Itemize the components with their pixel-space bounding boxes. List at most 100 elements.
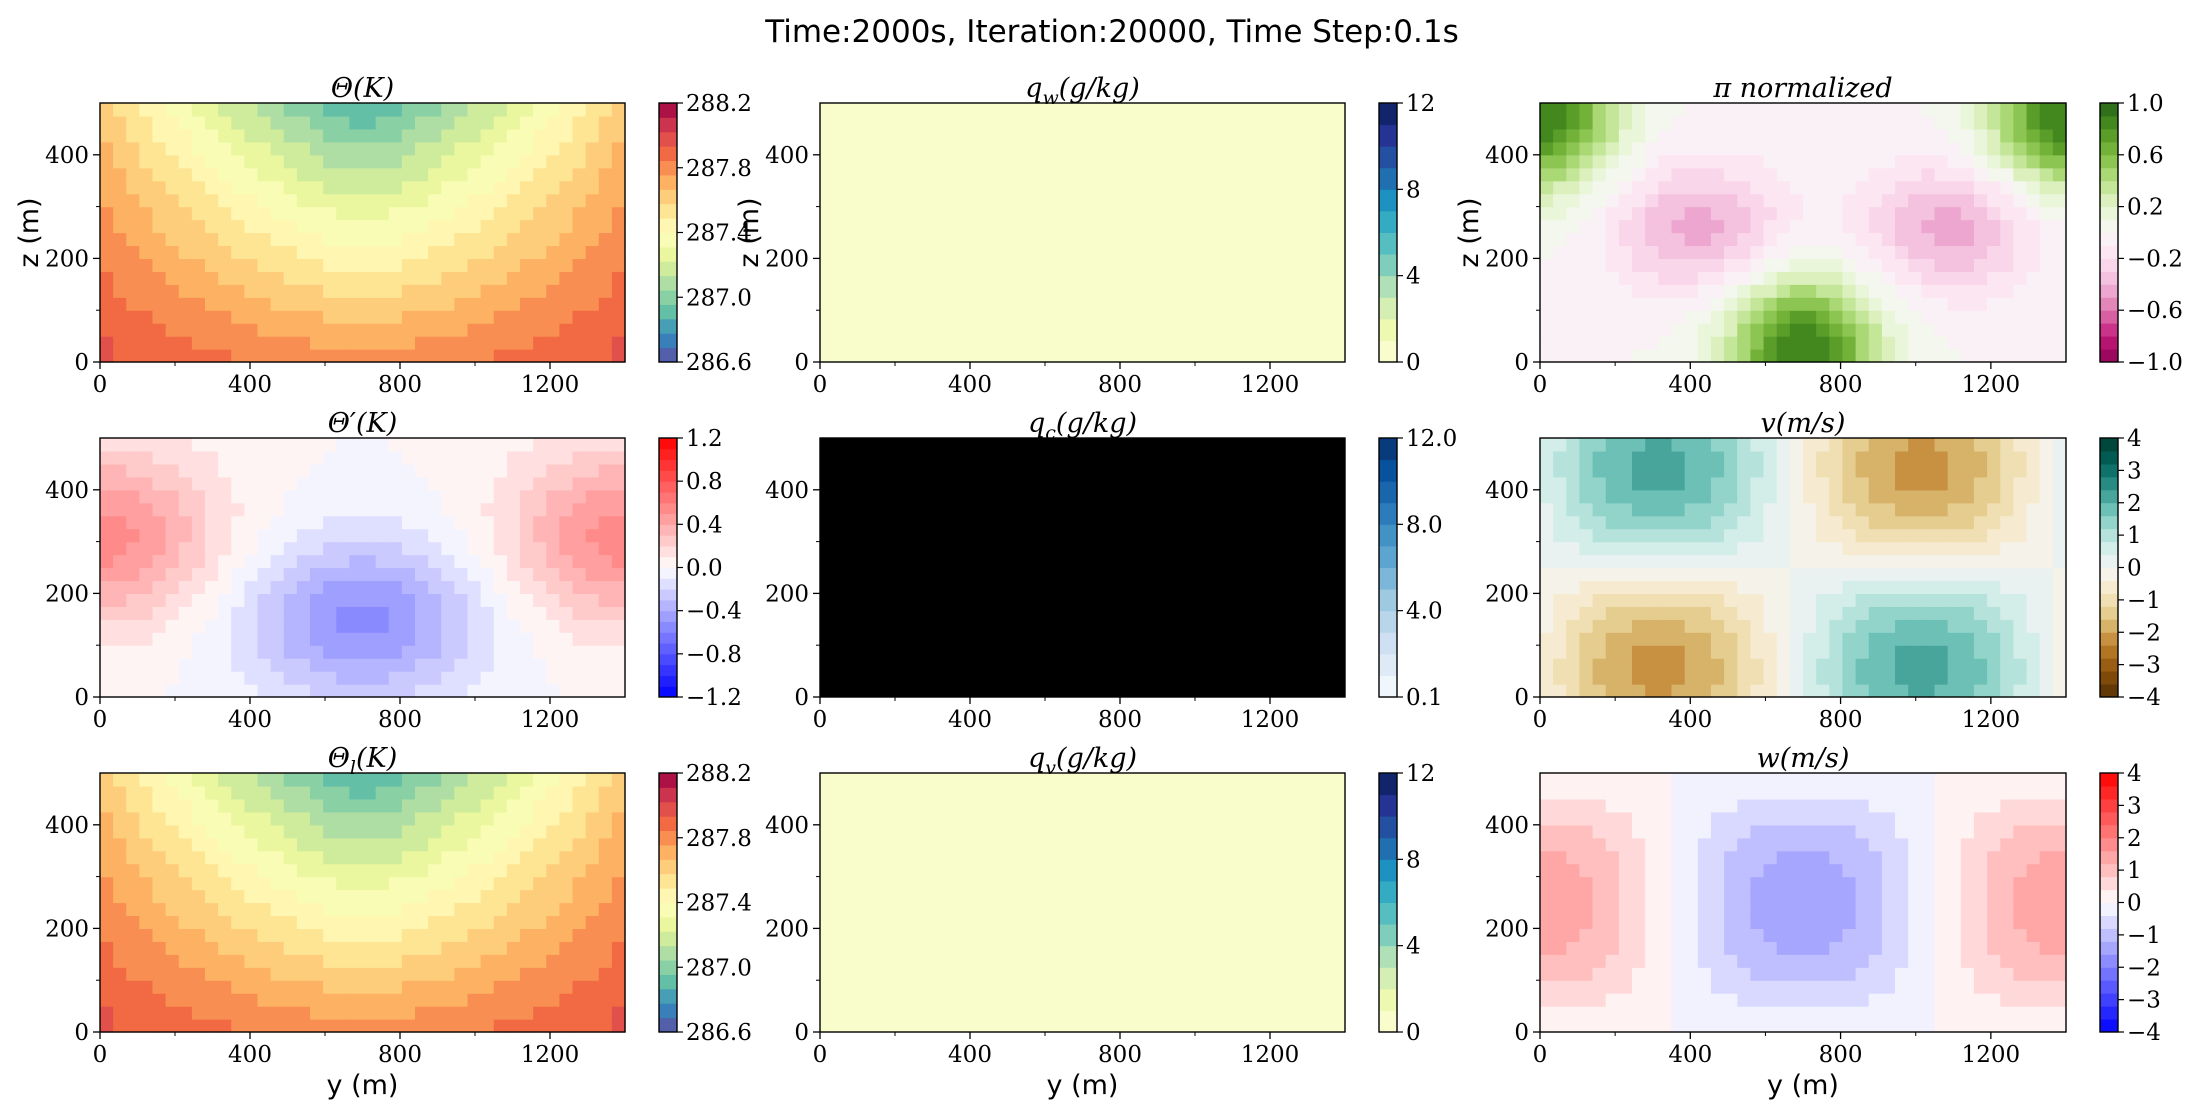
heatmap-cell bbox=[1973, 567, 1988, 582]
heatmap-cell bbox=[218, 837, 232, 852]
heatmap-cell bbox=[2013, 349, 2028, 363]
heatmap-cell bbox=[283, 450, 298, 465]
heatmap-cell bbox=[2052, 671, 2067, 685]
heatmap-cell bbox=[178, 115, 193, 130]
heatmap-cell bbox=[520, 284, 534, 298]
heatmap-cell bbox=[375, 863, 390, 878]
heatmap-cell bbox=[990, 284, 1005, 298]
heatmap-cell bbox=[506, 528, 521, 543]
heatmap-cell bbox=[270, 889, 285, 904]
heatmap-cell bbox=[244, 206, 259, 221]
heatmap-cell bbox=[520, 593, 534, 607]
heatmap-cell bbox=[1960, 632, 1975, 646]
heatmap-cell bbox=[493, 323, 508, 337]
heatmap-cell bbox=[1724, 141, 1738, 156]
heatmap-cell bbox=[375, 245, 390, 259]
heatmap-cell bbox=[441, 528, 455, 543]
heatmap-cell bbox=[231, 193, 245, 208]
heatmap-cell bbox=[1148, 180, 1162, 195]
heatmap-cell bbox=[349, 1006, 364, 1020]
heatmap-cell bbox=[1763, 336, 1778, 350]
heatmap-cell bbox=[1763, 232, 1778, 247]
heatmap-cell bbox=[152, 954, 167, 968]
heatmap-cell bbox=[1829, 167, 1844, 182]
heatmap-cell bbox=[493, 567, 508, 582]
colorbar-band bbox=[659, 448, 677, 461]
heatmap-cell bbox=[2000, 167, 2014, 182]
heatmap-cell bbox=[139, 915, 154, 929]
heatmap-cell bbox=[480, 954, 495, 968]
heatmap-cell bbox=[441, 773, 455, 787]
heatmap-cell bbox=[1161, 258, 1175, 272]
heatmap-cell bbox=[257, 284, 272, 298]
heatmap-cell bbox=[2026, 180, 2041, 195]
heatmap-cell bbox=[362, 128, 377, 143]
heatmap-cell bbox=[178, 580, 193, 594]
colorbar-band bbox=[2100, 684, 2118, 698]
heatmap-cell bbox=[1253, 258, 1267, 272]
colorbar-band bbox=[659, 174, 677, 190]
heatmap-cell bbox=[310, 141, 324, 156]
heatmap-cell bbox=[493, 336, 508, 350]
heatmap-cell bbox=[375, 438, 390, 452]
heatmap-cell bbox=[493, 811, 508, 826]
heatmap-cell bbox=[139, 154, 154, 169]
heatmap-cell bbox=[572, 476, 587, 491]
heatmap-cell bbox=[205, 1019, 219, 1033]
heatmap-cell bbox=[1868, 323, 1883, 337]
heatmap-cell bbox=[1737, 580, 1751, 594]
heatmap-cell bbox=[1003, 103, 1018, 117]
heatmap-cell bbox=[139, 349, 154, 363]
heatmap-cell bbox=[2026, 450, 2041, 465]
heatmap-cell bbox=[1618, 450, 1633, 465]
heatmap-cell bbox=[1908, 336, 1922, 350]
heatmap-cell bbox=[1842, 167, 1857, 182]
heatmap-cell bbox=[428, 850, 442, 865]
heatmap-cell bbox=[1881, 232, 1896, 247]
heatmap-cell bbox=[1947, 671, 1962, 685]
heatmap-cell bbox=[1540, 502, 1554, 517]
heatmap-cell bbox=[1803, 515, 1817, 530]
heatmap-cell bbox=[1881, 154, 1896, 169]
heatmap-cell bbox=[585, 528, 600, 543]
heatmap-cell bbox=[506, 180, 521, 195]
heatmap-cell bbox=[362, 515, 377, 530]
heatmap-cell bbox=[401, 528, 416, 543]
heatmap-cell bbox=[1553, 115, 1567, 130]
heatmap-cell bbox=[1737, 645, 1751, 659]
heatmap-cell bbox=[139, 336, 154, 350]
heatmap-cell bbox=[139, 438, 154, 452]
heatmap-cell bbox=[859, 349, 874, 363]
heatmap-cell bbox=[401, 271, 416, 285]
heatmap-cell bbox=[1030, 206, 1044, 221]
colorbar-band bbox=[2100, 128, 2118, 143]
heatmap-cell bbox=[126, 889, 140, 904]
heatmap-cell bbox=[1240, 297, 1254, 311]
heatmap-cell bbox=[2013, 645, 2028, 659]
heatmap-cell bbox=[126, 967, 140, 981]
heatmap-cell bbox=[1960, 515, 1975, 530]
heatmap-cell bbox=[100, 993, 114, 1007]
heatmap-cell bbox=[885, 323, 900, 337]
heatmap-cell bbox=[1908, 323, 1922, 337]
heatmap-cell bbox=[244, 684, 259, 698]
heatmap-cell bbox=[1895, 528, 1909, 543]
heatmap-cell bbox=[533, 115, 547, 130]
heatmap-cell bbox=[820, 128, 834, 143]
heatmap-cell bbox=[1632, 167, 1646, 182]
heatmap-cell bbox=[1618, 141, 1633, 156]
heatmap-cell bbox=[165, 245, 180, 259]
heatmap-cell bbox=[1868, 567, 1883, 582]
heatmap-cell bbox=[428, 785, 442, 800]
heatmap-cell bbox=[467, 606, 482, 620]
heatmap-cell bbox=[533, 232, 547, 247]
heatmap-cell bbox=[257, 167, 272, 182]
heatmap-cell bbox=[1934, 502, 1949, 517]
heatmap-cell bbox=[1632, 154, 1646, 169]
heatmap-cell bbox=[1934, 593, 1949, 607]
heatmap-cell bbox=[1737, 193, 1751, 208]
heatmap-cell bbox=[1618, 323, 1633, 337]
heatmap-cell bbox=[1710, 284, 1725, 298]
heatmap-cell bbox=[520, 167, 534, 182]
heatmap-cell bbox=[1658, 167, 1673, 182]
